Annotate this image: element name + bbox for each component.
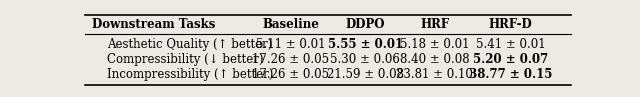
Text: 5.11 ± 0.01: 5.11 ± 0.01 — [256, 38, 326, 51]
Text: DDPO: DDPO — [346, 18, 385, 31]
Text: HRF: HRF — [420, 18, 449, 31]
Text: 5.55 ± 0.01: 5.55 ± 0.01 — [328, 38, 403, 51]
Text: 5.20 ± 0.07: 5.20 ± 0.07 — [473, 53, 548, 66]
Text: 17.26 ± 0.05: 17.26 ± 0.05 — [252, 53, 330, 66]
Text: 5.18 ± 0.01: 5.18 ± 0.01 — [400, 38, 469, 51]
Text: 5.30 ± 0.06: 5.30 ± 0.06 — [330, 53, 400, 66]
Text: Downstream Tasks: Downstream Tasks — [92, 18, 216, 31]
Text: 38.77 ± 0.15: 38.77 ± 0.15 — [469, 68, 552, 81]
Text: Incompressibility (↑ better): Incompressibility (↑ better) — [108, 68, 274, 81]
Text: 23.81 ± 0.10: 23.81 ± 0.10 — [396, 68, 473, 81]
Text: Compressibility (↓ better): Compressibility (↓ better) — [108, 53, 264, 66]
Text: 17.26 ± 0.05: 17.26 ± 0.05 — [252, 68, 330, 81]
Text: Baseline: Baseline — [262, 18, 319, 31]
Text: 21.59 ± 0.08: 21.59 ± 0.08 — [326, 68, 404, 81]
Text: 8.40 ± 0.08: 8.40 ± 0.08 — [400, 53, 470, 66]
Text: 5.41 ± 0.01: 5.41 ± 0.01 — [476, 38, 545, 51]
Text: Aesthetic Quality (↑ better): Aesthetic Quality (↑ better) — [108, 38, 273, 51]
Text: HRF-D: HRF-D — [489, 18, 532, 31]
